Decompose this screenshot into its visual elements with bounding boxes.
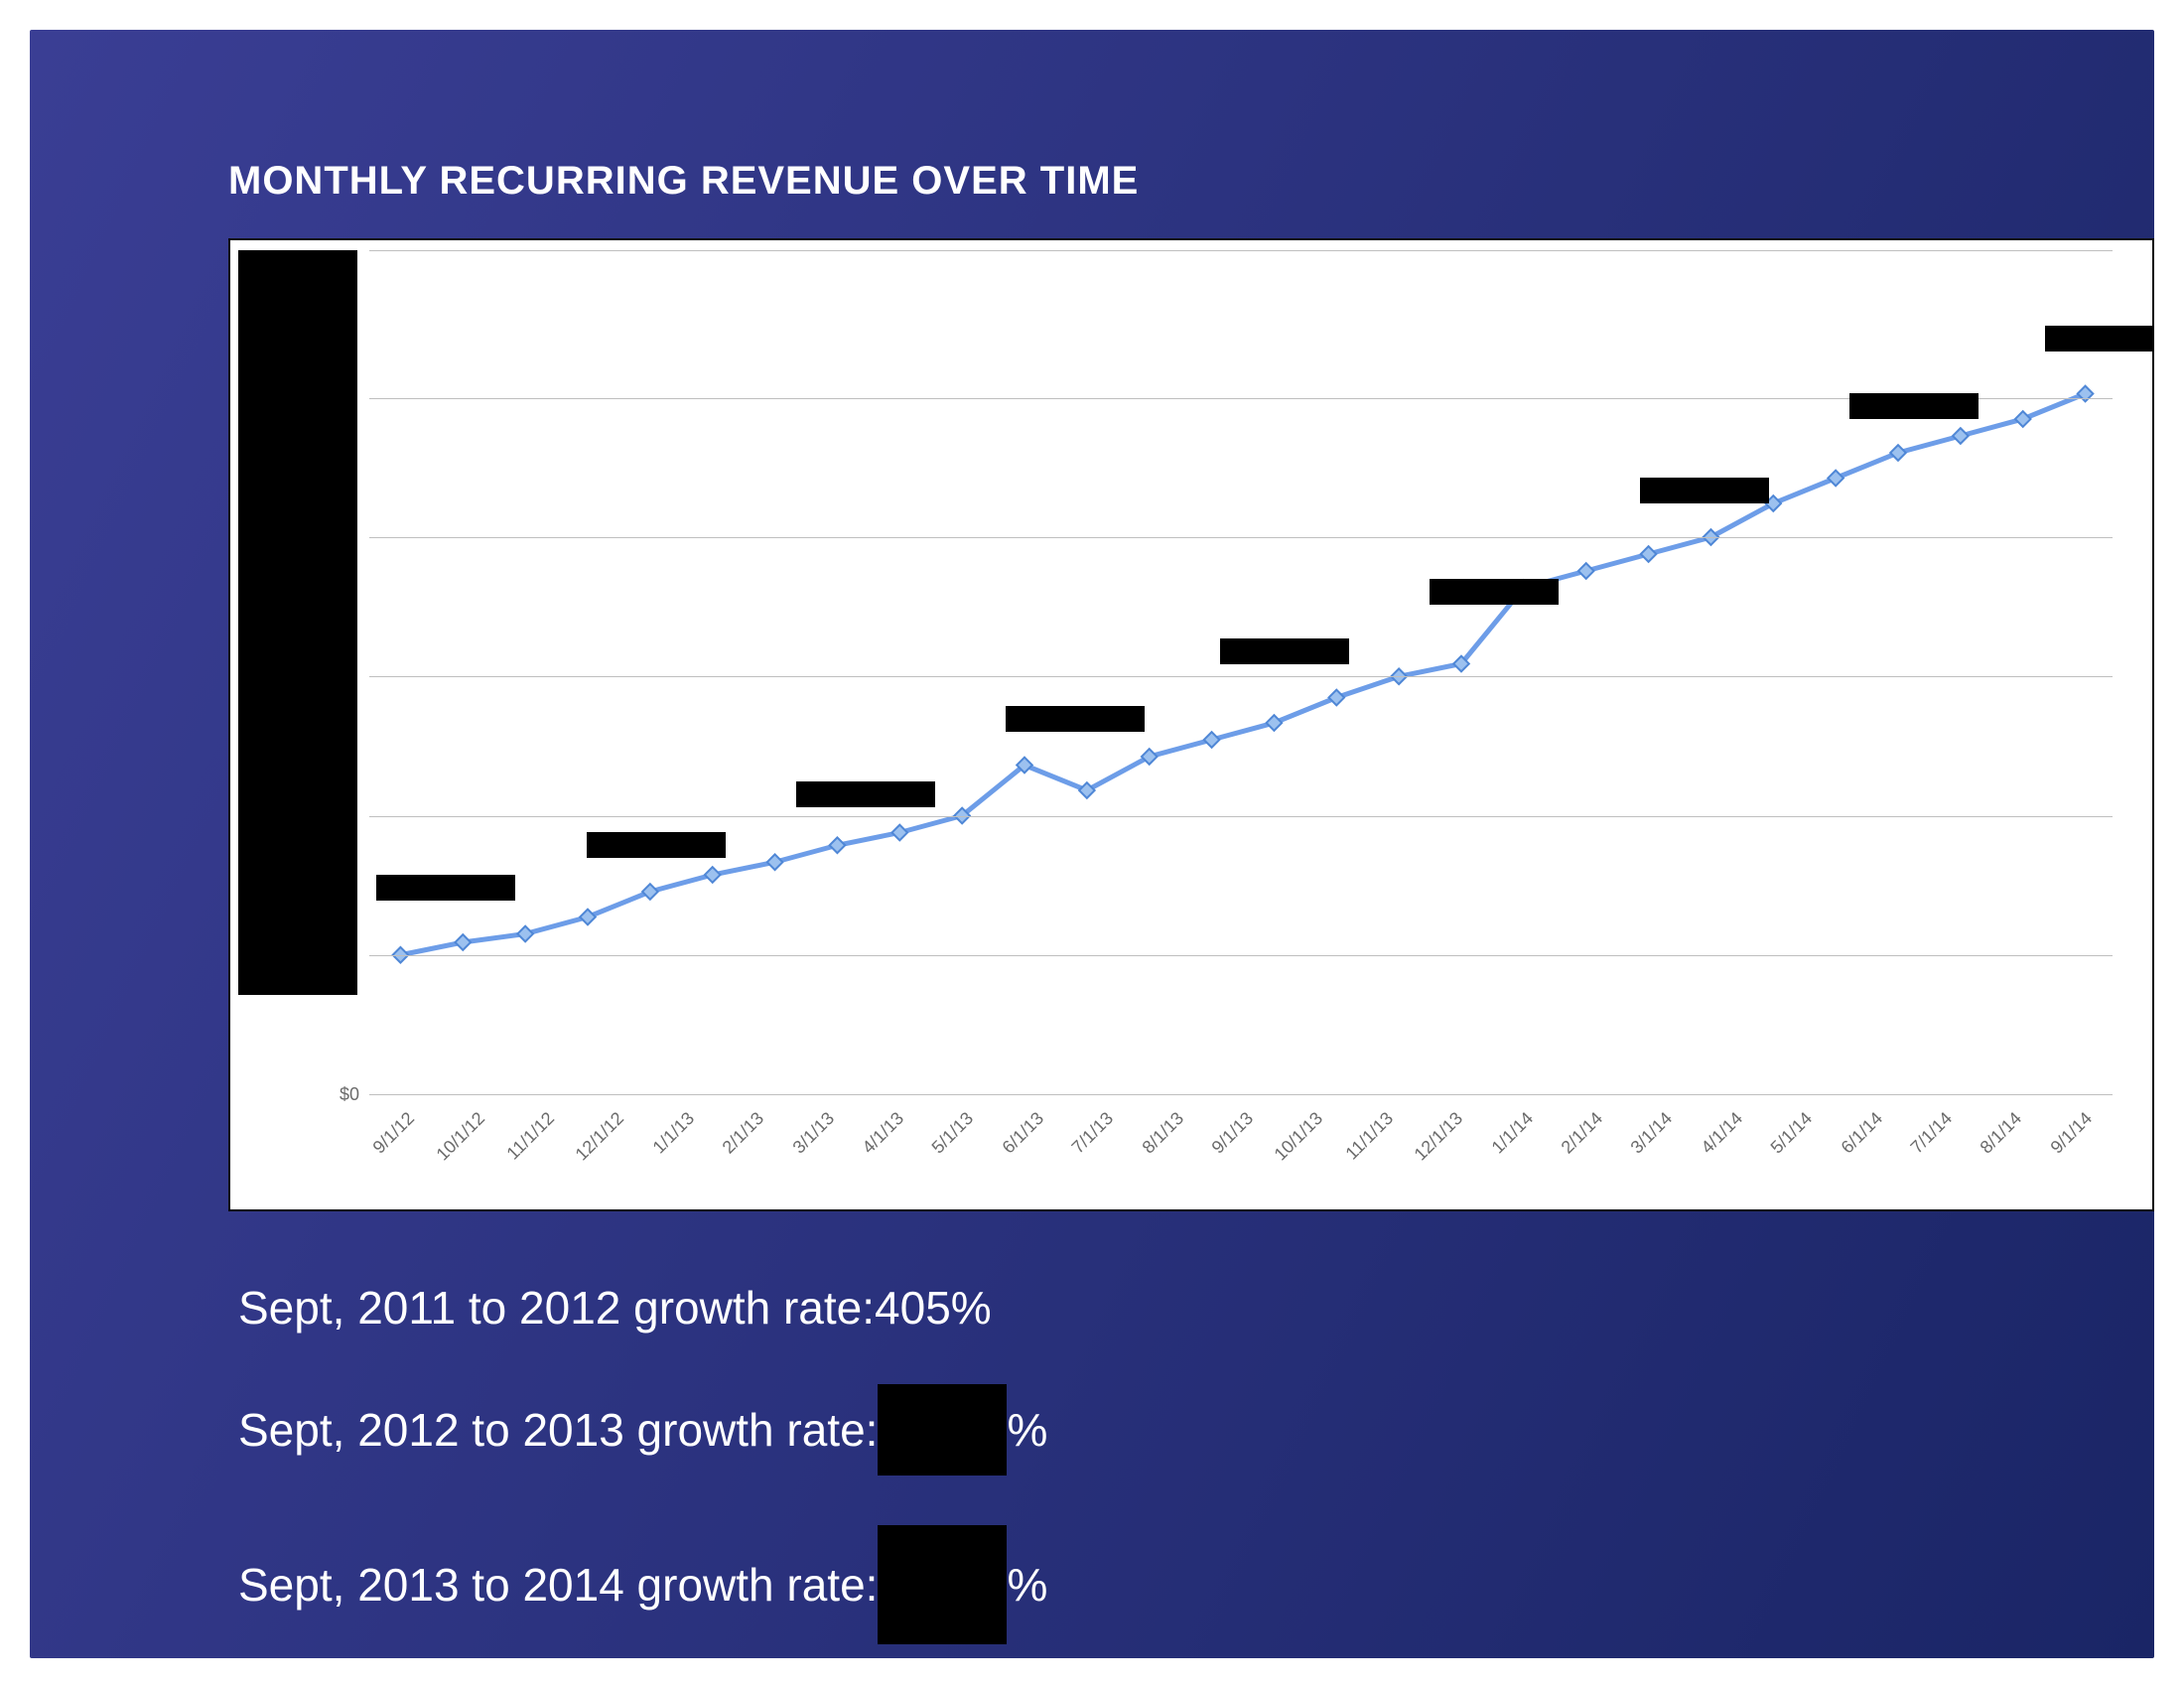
data-marker [580,910,596,925]
line-chart-svg [230,240,2154,1213]
growth-rate-prefix: Sept, 2013 to 2014 growth rate: [238,1558,878,1612]
growth-rate-line: Sept, 2012 to 2013 growth rate: % [238,1384,1047,1476]
data-marker [705,867,721,883]
growth-rates-block: Sept, 2011 to 2012 growth rate: 405%Sept… [238,1281,1047,1644]
chart-gridline [369,676,2113,677]
data-marker [517,926,533,942]
data-marker [1267,715,1283,731]
data-marker [1329,690,1345,706]
value-label-redaction [1640,478,1769,503]
value-label-redaction [1430,579,1559,605]
data-marker [1828,471,1843,487]
growth-rate-redaction [878,1384,1007,1476]
growth-rate-redaction [878,1525,1007,1644]
growth-rate-suffix: % [951,1281,992,1335]
data-marker [2015,411,2031,427]
value-label-redaction [2045,326,2154,352]
value-label-redaction [376,875,515,901]
data-marker [456,934,472,950]
y-axis-zero-label: $0 [320,1084,359,1105]
value-label-redaction [1849,393,1979,419]
data-marker [1641,546,1657,562]
data-marker [642,884,658,900]
y-axis-redaction [238,250,357,995]
data-marker [830,837,846,853]
value-label-redaction [1220,638,1349,664]
chart-gridline [369,816,2113,817]
chart-gridline [369,537,2113,538]
data-marker [2078,386,2094,402]
growth-rate-suffix: % [1007,1558,1047,1612]
growth-rate-prefix: Sept, 2012 to 2013 growth rate: [238,1403,878,1457]
chart-gridline [369,250,2113,251]
data-marker [1890,445,1906,461]
data-marker [1204,732,1220,748]
chart-gridline [369,955,2113,956]
value-label-redaction [1006,706,1145,732]
growth-rate-suffix: % [1007,1403,1047,1457]
growth-rate-line: Sept, 2011 to 2012 growth rate: 405% [238,1281,1047,1335]
value-label-redaction [587,832,726,858]
growth-rate-prefix: Sept, 2011 to 2012 growth rate: [238,1281,875,1335]
growth-rate-line: Sept, 2013 to 2014 growth rate: % [238,1525,1047,1644]
data-marker [1578,563,1594,579]
chart-panel: $09/1/1210/1/1211/1/1212/1/121/1/132/1/1… [228,238,2154,1211]
slide: MONTHLY RECURRING REVENUE OVER TIME $09/… [30,30,2154,1658]
data-marker [1953,428,1969,444]
slide-title: MONTHLY RECURRING REVENUE OVER TIME [228,159,1139,204]
value-label-redaction [796,781,935,807]
growth-rate-value: 405 [875,1281,951,1335]
chart-plot-area: $09/1/1210/1/1211/1/1212/1/121/1/132/1/1… [230,240,2152,1209]
data-marker [892,825,908,841]
chart-gridline [369,1094,2113,1095]
data-marker [767,854,783,870]
